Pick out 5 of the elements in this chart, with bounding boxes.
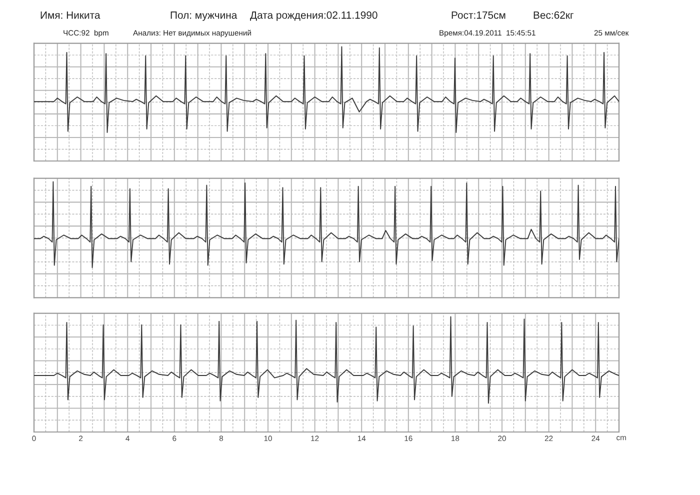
text: Пол: мужчина xyxy=(170,12,238,21)
text: Вес:62кг xyxy=(534,11,574,19)
text: Дата рождения:02.11.1990 xyxy=(250,11,378,21)
text: Имя: Никита xyxy=(40,12,100,19)
text: Рост:175см xyxy=(452,12,506,19)
